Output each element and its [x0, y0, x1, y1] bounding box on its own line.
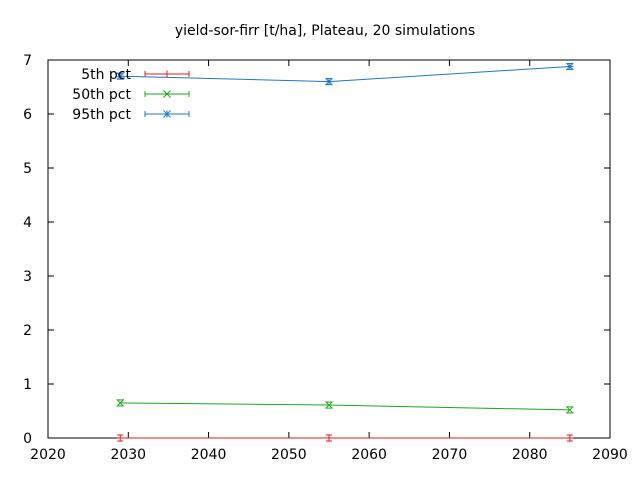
x-tick-label: 2050	[271, 447, 307, 463]
y-axis: 0 1 2 3 4 5 6 7	[23, 53, 610, 447]
x-tick-label: 2030	[110, 447, 146, 463]
y-tick-label: 7	[23, 53, 32, 69]
series-line-2	[120, 402, 570, 411]
x-tick-label: 2070	[432, 447, 468, 463]
data-point	[325, 401, 333, 409]
y-tick-label: 2	[23, 323, 32, 339]
x-tick-label: 2060	[351, 447, 387, 463]
data-point	[116, 399, 125, 407]
y-tick-label: 1	[23, 377, 32, 393]
data-point	[325, 434, 333, 442]
legend-label: 5th pct	[81, 67, 131, 83]
data-point	[325, 77, 333, 86]
legend-marker	[163, 70, 171, 78]
x-axis: 2020 2030 2040 2050 2060 2070 2080 2090	[30, 60, 628, 463]
y-tick-label: 0	[23, 431, 32, 447]
x-tick-label: 2080	[512, 447, 548, 463]
x-tick-label: 2040	[191, 447, 227, 463]
x-tick-label: 2020	[30, 447, 66, 463]
data-point	[116, 434, 124, 442]
legend-marker	[163, 110, 171, 118]
legend-label: 95th pct	[72, 107, 131, 123]
y-tick-label: 4	[23, 215, 32, 231]
plot-frame	[47, 59, 611, 439]
y-tick-label: 3	[23, 269, 32, 285]
data-point	[566, 62, 574, 71]
legend-label: 50th pct	[72, 87, 131, 103]
legend-marker	[163, 90, 171, 98]
data-point	[566, 406, 574, 414]
legend: 5th pct 50th pct 95th pct	[72, 67, 190, 123]
data-point	[566, 434, 574, 442]
y-tick-label: 5	[23, 161, 32, 177]
x-tick-label: 2090	[592, 447, 628, 463]
y-tick-label: 6	[23, 107, 32, 123]
chart-title: yield-sor-firr [t/ha], Plateau, 20 simul…	[175, 23, 475, 39]
series-layer	[116, 62, 574, 442]
data-point	[116, 72, 125, 81]
